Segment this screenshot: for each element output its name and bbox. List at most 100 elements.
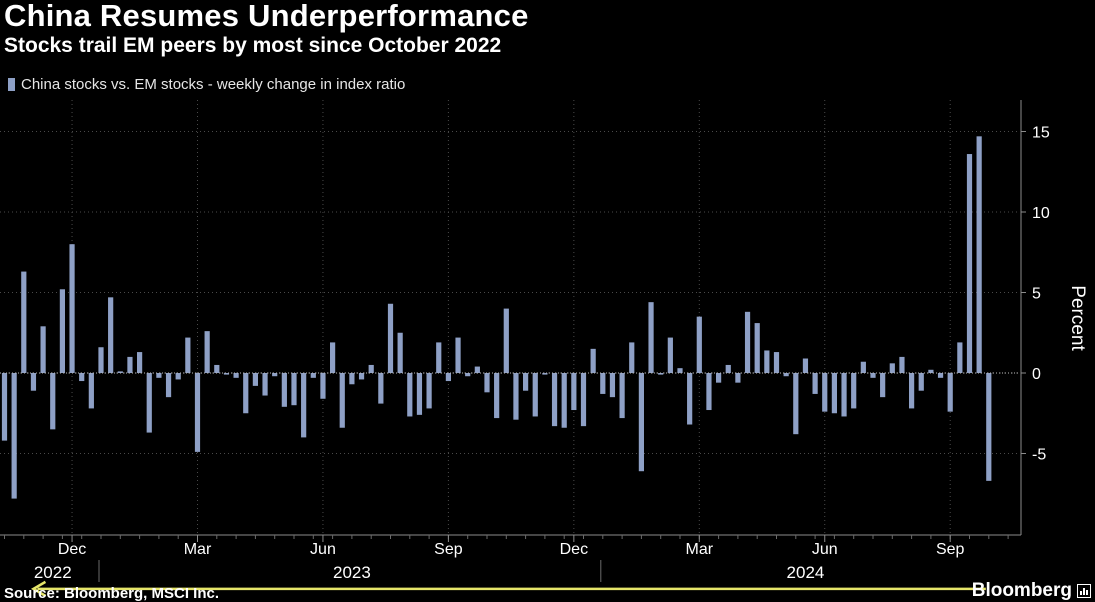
bar [822, 373, 828, 412]
bar [474, 366, 480, 373]
bar [358, 373, 365, 380]
bar [658, 373, 664, 375]
bar [127, 356, 133, 373]
chart-title: China Resumes Underperformance [4, 0, 529, 33]
bar [590, 348, 596, 373]
y-tick-label: 5 [1032, 286, 1041, 303]
bar [484, 373, 490, 393]
bar [986, 373, 992, 481]
legend: China stocks vs. EM stocks - weekly chan… [8, 76, 405, 93]
x-tick-label: Jun [812, 541, 838, 558]
bar [262, 373, 268, 396]
bar [851, 373, 857, 409]
bar [937, 373, 944, 378]
bar [870, 373, 876, 378]
year-label: 2024 [787, 563, 825, 582]
year-label: 2023 [333, 563, 371, 582]
bar [185, 337, 191, 373]
bar [764, 350, 770, 373]
x-tick-label: Sep [434, 541, 463, 558]
bar [59, 289, 65, 373]
bar [310, 373, 316, 378]
bar [947, 373, 953, 412]
bar [11, 373, 17, 499]
bar [609, 373, 616, 398]
bar [455, 337, 461, 373]
bar [426, 373, 432, 409]
bar [841, 373, 847, 417]
bar [137, 352, 143, 373]
bar [397, 332, 403, 373]
y-tick-label: 0 [1032, 366, 1041, 383]
bar [416, 373, 423, 415]
bar [629, 342, 635, 373]
bar [30, 373, 37, 391]
bar [793, 373, 799, 435]
bar [117, 371, 123, 373]
bar [21, 271, 27, 373]
bar [966, 154, 973, 373]
legend-label: China stocks vs. EM stocks - weekly chan… [21, 76, 406, 93]
source-note: Source: Bloomberg, MSCI Inc. [4, 585, 220, 602]
bar [899, 356, 905, 373]
x-tick-label: Jun [310, 541, 336, 558]
bar [108, 297, 114, 373]
bar [773, 352, 780, 373]
bar [349, 373, 355, 385]
bar [928, 369, 934, 373]
bar [812, 373, 818, 394]
bar [957, 342, 963, 373]
bar [79, 373, 85, 382]
bar [783, 373, 789, 377]
bar [580, 373, 587, 427]
bar [368, 364, 374, 373]
chart-subtitle: Stocks trail EM peers by most since Octo… [4, 34, 502, 57]
bar [687, 373, 693, 425]
bar [638, 373, 644, 472]
bar [146, 373, 152, 433]
bar [243, 373, 249, 414]
bar [88, 373, 94, 409]
y-tick-label: 15 [1032, 125, 1050, 142]
bar [407, 373, 413, 417]
bar [918, 373, 924, 391]
bar [194, 373, 201, 452]
annotation-arrow-head [30, 580, 47, 597]
bar [204, 331, 210, 373]
y-tick-label: -5 [1032, 447, 1046, 464]
bar [600, 373, 606, 394]
bar [494, 373, 500, 419]
bar [802, 358, 809, 373]
x-tick-label: Dec [560, 541, 588, 558]
y-tick-label: 10 [1032, 205, 1050, 222]
bar [69, 244, 75, 373]
bar [223, 373, 230, 375]
bar [889, 363, 895, 373]
bar [976, 136, 982, 373]
bar [677, 368, 683, 373]
bar [696, 316, 702, 373]
bar [1, 373, 8, 441]
x-tick-label: Mar [184, 541, 212, 558]
bar [648, 302, 654, 373]
bar [909, 373, 915, 409]
bar [281, 373, 287, 407]
bar [503, 308, 509, 373]
bar [165, 373, 172, 398]
bar [214, 364, 220, 373]
x-tick-label: Mar [686, 541, 714, 558]
bar [513, 373, 519, 420]
bar [436, 342, 442, 373]
brand-name: Bloomberg [971, 580, 1072, 601]
x-tick-label: Dec [58, 541, 86, 558]
bar [339, 373, 345, 428]
bar [445, 373, 451, 382]
bar [542, 373, 548, 375]
x-tick-label: Sep [936, 541, 965, 558]
bar [465, 373, 471, 377]
year-label: 2022 [34, 563, 72, 582]
bar [40, 326, 46, 373]
legend-swatch [8, 78, 15, 91]
bar [387, 303, 394, 373]
